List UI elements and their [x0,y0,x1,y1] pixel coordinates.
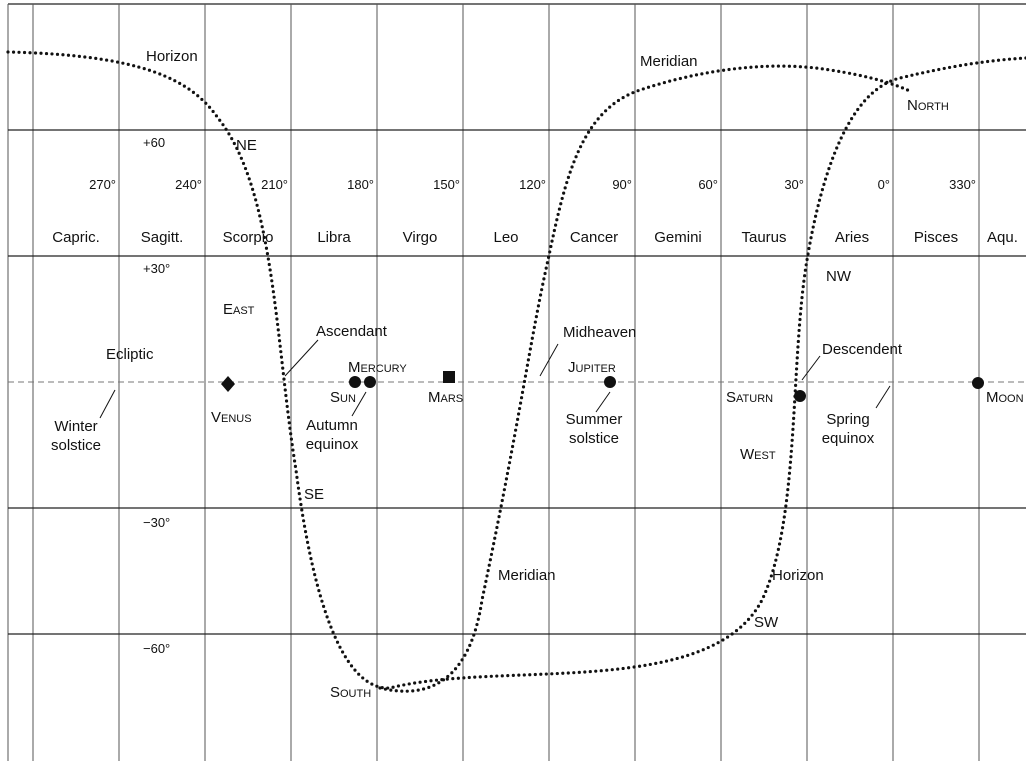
direction-west: West [740,446,776,463]
spring-equinox-leader [875,385,891,409]
descendent-leader [801,355,821,381]
direction-se: SE [304,486,324,503]
direction-east: East [223,301,255,318]
constellation-label: Scorpio [223,229,274,246]
winter-solstice-label-line1: Winter [54,418,97,435]
constellation-label: Leo [493,229,518,246]
constellation-label: Virgo [403,229,438,246]
meridian-label-top: Meridian [640,53,698,70]
longitude-label: 180° [347,177,374,192]
longitude-label: 210° [261,177,288,192]
saturn-label: Saturn [726,389,773,406]
autumn-equinox-label-line1: Autumn [306,417,358,434]
spring-equinox-label-line2: equinox [822,430,875,447]
latitude-label-plus30: +30° [143,261,170,276]
planet-markers [221,371,984,402]
longitude-label: 0° [878,177,890,192]
longitude-label: 120° [519,177,546,192]
longitude-label: 240° [175,177,202,192]
saturn-marker-dot [794,390,806,402]
constellation-label: Sagitt. [141,229,184,246]
longitude-label: 60° [698,177,718,192]
latitude-label-minus60: −60° [143,641,170,656]
jupiter-marker-dot [604,376,616,388]
sun-label: Sun [330,389,356,406]
midheaven-label: Midheaven [563,324,636,341]
venus-marker-diamond [221,376,235,392]
direction-north: North [907,97,949,114]
horizon-label-bottom: Horizon [772,567,824,584]
constellation-label: Taurus [741,229,786,246]
summer-solstice-leader [595,391,611,413]
summer-solstice-label-line1: Summer [566,411,623,428]
longitude-label: 90° [612,177,632,192]
midheaven-leader [539,343,559,377]
mars-label: Mars [428,389,463,406]
venus-label: Venus [211,409,252,426]
constellation-label: Aries [835,229,869,246]
horizon-curve [6,50,1026,690]
horizontal-grid [8,129,1026,635]
sun-marker-dot [349,376,361,388]
constellation-label: Capric. [52,229,100,246]
constellation-label: Aqu. [987,229,1018,246]
autumn-equinox-label-line2: equinox [306,436,359,453]
constellation-labels: Capric. Sagitt. Scorpio Libra Virgo Leo … [52,229,1018,246]
constellation-label: Gemini [654,229,702,246]
mercury-marker-dot [364,376,376,388]
longitude-label: 270° [89,177,116,192]
constellation-label: Libra [317,229,351,246]
spring-equinox-label-line1: Spring [826,411,869,428]
descendent-label: Descendent [822,341,903,358]
moon-marker-dot [972,377,984,389]
longitude-label: 330° [949,177,976,192]
jupiter-label: Jupiter [568,359,616,376]
ascendant-label: Ascendant [316,323,388,340]
ascendant-leader [284,339,319,377]
winter-solstice-leader [99,389,116,419]
ecliptic-label: Ecliptic [106,346,154,363]
longitude-labels: 270° 240° 210° 180° 150° 120° 90° 60° 30… [89,177,976,192]
direction-sw: SW [754,614,779,631]
summer-solstice-label-line2: solstice [569,430,619,447]
meridian-curve [378,64,914,693]
latitude-label-minus30: −30° [143,515,170,530]
longitude-label: 30° [784,177,804,192]
direction-ne: NE [236,137,257,154]
direction-south: South [330,684,371,701]
mars-marker-square [443,371,455,383]
vertical-grid [32,4,980,761]
winter-solstice-label-line2: solstice [51,437,101,454]
horizon-label-top: Horizon [146,48,198,65]
direction-nw: NW [826,268,852,285]
mercury-label: Mercury [348,359,407,376]
constellation-label: Cancer [570,229,618,246]
moon-label: Moon [986,389,1024,406]
longitude-label: 150° [433,177,460,192]
constellation-label: Pisces [914,229,958,246]
autumn-equinox-leader [351,391,367,417]
latitude-label-plus60: +60 [143,135,165,150]
meridian-label-bottom: Meridian [498,567,556,584]
